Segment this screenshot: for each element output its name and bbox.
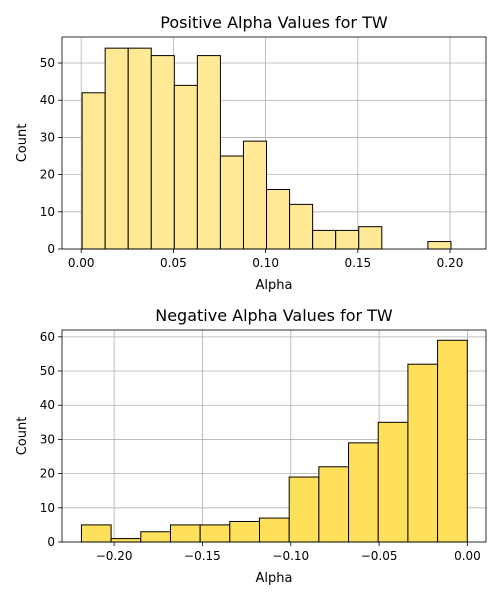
histogram-bar: [81, 92, 106, 250]
y-tick-label: 40: [40, 93, 55, 107]
y-tick-label: 50: [40, 364, 55, 378]
y-axis-label: Count: [15, 124, 30, 163]
x-tick-label: −0.10: [272, 549, 309, 563]
histogram-bars: [80, 339, 468, 543]
histogram-bar: [127, 47, 152, 250]
histogram-bar: [335, 229, 360, 250]
x-axis-label: Alpha: [256, 571, 293, 586]
y-tick-label: 30: [40, 130, 55, 144]
y-tick-label: 50: [40, 56, 55, 70]
histogram-bar: [318, 466, 350, 543]
y-tick-label: 30: [40, 432, 55, 446]
histogram-bar: [199, 524, 231, 543]
histogram-bar: [104, 47, 129, 250]
x-tick-label: −0.15: [184, 549, 221, 563]
axes-frame: [61, 36, 487, 250]
x-tick-label: 0.00: [454, 549, 481, 563]
histogram-bar: [288, 476, 320, 543]
histogram-bars: [81, 47, 452, 250]
histogram-bar: [358, 226, 383, 250]
histogram-bar: [219, 155, 244, 250]
histogram-bar: [289, 203, 314, 250]
chart-title: Positive Alpha Values for TW: [160, 13, 388, 32]
y-tick-label: 0: [47, 242, 55, 256]
chart-title: Negative Alpha Values for TW: [155, 306, 393, 325]
axes-frame: [61, 329, 487, 543]
x-tick-label: 0.05: [160, 256, 187, 270]
histogram-bar: [196, 55, 221, 250]
histogram-bar: [266, 188, 291, 250]
histogram-bar: [437, 339, 468, 543]
y-tick-label: 10: [40, 205, 55, 219]
histogram-bar: [348, 442, 379, 543]
x-tick-label: −0.05: [361, 549, 398, 563]
negative-alpha-histogram: −0.20 −0.15 −0.10 −0.05 0.00 0 10 20 30 40 50 60 Neg…: [15, 306, 487, 586]
histogram-bar: [169, 524, 201, 543]
y-tick-label: 20: [40, 467, 55, 481]
x-tick-label: 0.20: [437, 256, 464, 270]
positive-alpha-histogram: 0.00 0.05 0.10 0.15 0.20 0 10 20 30 40 50 Positive …: [15, 13, 487, 293]
y-tick-label: 40: [40, 398, 55, 412]
histogram-bar: [229, 520, 261, 543]
y-tick-label: 10: [40, 501, 55, 515]
x-tick-label: 0.00: [68, 256, 95, 270]
x-tick-label: −0.20: [96, 549, 133, 563]
y-tick-label: 20: [40, 168, 55, 182]
histogram-bar: [80, 524, 112, 543]
histogram-bar: [150, 55, 175, 250]
histogram-bar: [312, 229, 337, 250]
histogram-bar: [110, 538, 142, 543]
y-tick-label: 60: [40, 330, 55, 344]
histogram-bar: [427, 241, 452, 250]
y-tick-label: 0: [47, 535, 55, 549]
x-tick-label: 0.10: [252, 256, 279, 270]
histogram-bar: [242, 140, 268, 250]
histogram-bar: [377, 421, 409, 543]
histogram-bar: [173, 84, 198, 250]
x-axis-label: Alpha: [256, 278, 293, 293]
y-axis-label: Count: [15, 417, 30, 456]
histogram-bar: [407, 363, 439, 543]
x-tick-label: 0.15: [344, 256, 371, 270]
histogram-bar: [140, 531, 171, 543]
histogram-bar: [259, 517, 290, 543]
